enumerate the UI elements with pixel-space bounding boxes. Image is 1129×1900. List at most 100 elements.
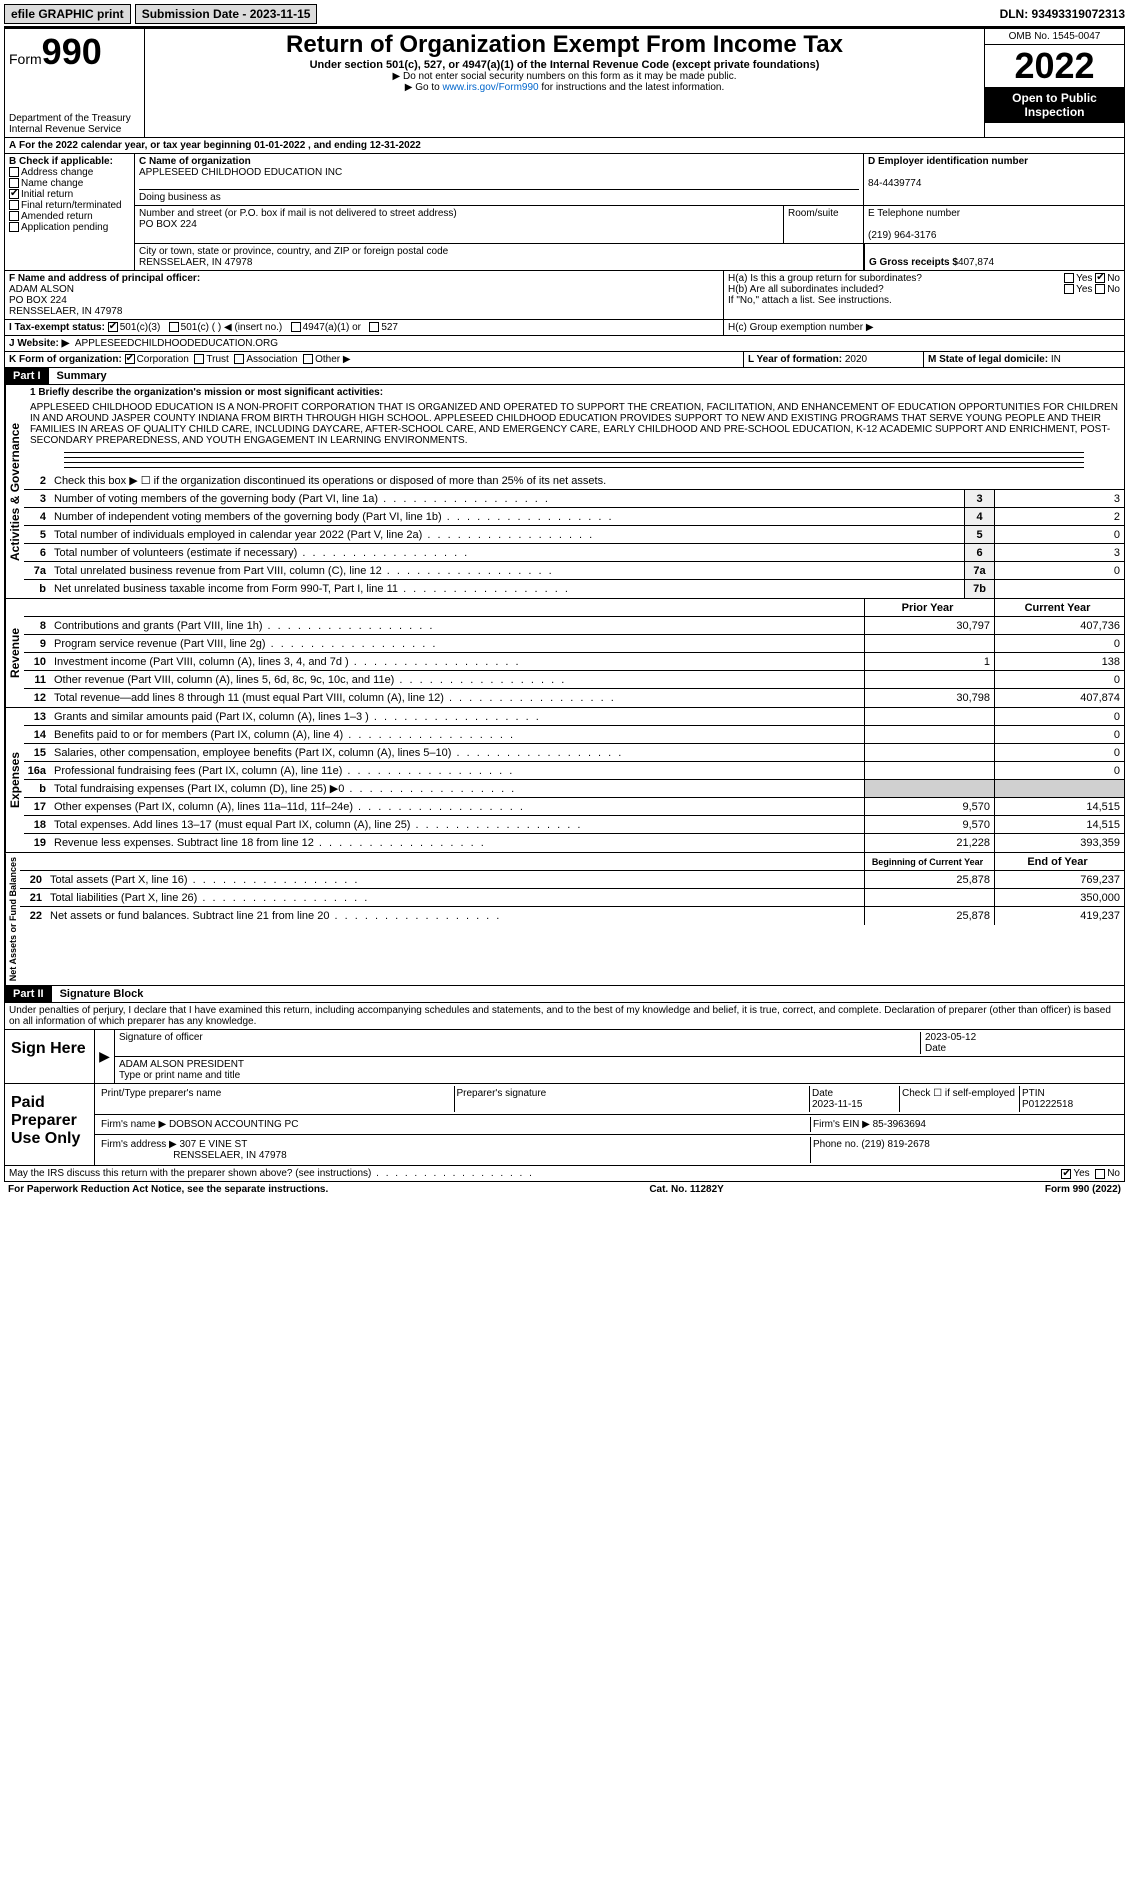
org-name: APPLESEED CHILDHOOD EDUCATION INC bbox=[139, 167, 342, 178]
phone-value: (219) 964-3176 bbox=[868, 230, 936, 241]
line-18-curr: 14,515 bbox=[994, 816, 1124, 833]
line-17-prior: 9,570 bbox=[864, 798, 994, 815]
line-13-curr: 0 bbox=[994, 708, 1124, 725]
line-15-prior bbox=[864, 744, 994, 761]
line-10-prior: 1 bbox=[864, 653, 994, 670]
topbar: efile GRAPHIC print Submission Date - 20… bbox=[4, 4, 1125, 28]
gross-value: 407,874 bbox=[958, 257, 994, 268]
line-4: Number of independent voting members of … bbox=[52, 510, 964, 524]
submission-date-button[interactable]: Submission Date - 2023-11-15 bbox=[135, 4, 318, 24]
line-11: Other revenue (Part VIII, column (A), li… bbox=[52, 673, 864, 687]
dln-label: DLN: 93493319072313 bbox=[1000, 7, 1125, 21]
officer-label: F Name and address of principal officer: bbox=[9, 273, 200, 284]
line-11-prior bbox=[864, 671, 994, 688]
arrow-icon: ▶ bbox=[99, 1048, 110, 1065]
line-7a: Total unrelated business revenue from Pa… bbox=[52, 564, 964, 578]
firm-addr: Firm's address ▶ 307 E VINE ST RENSSELAE… bbox=[99, 1137, 810, 1163]
sign-here-label: Sign Here bbox=[5, 1030, 95, 1083]
prep-ptin: PTINP01222518 bbox=[1020, 1086, 1120, 1112]
line-b-val bbox=[994, 580, 1124, 598]
part2-header: Part II bbox=[5, 986, 52, 1002]
preparer-label: Paid Preparer Use Only bbox=[5, 1084, 95, 1165]
tax-year: 2022 bbox=[985, 45, 1124, 87]
footer-mid: Cat. No. 11282Y bbox=[649, 1184, 723, 1195]
phone-label: E Telephone number bbox=[868, 208, 960, 219]
form-title: Return of Organization Exempt From Incom… bbox=[147, 31, 982, 59]
mission-text: APPLESEED CHILDHOOD EDUCATION IS A NON-P… bbox=[24, 400, 1124, 448]
sig-date: 2023-05-12 bbox=[925, 1032, 976, 1043]
dept-label: Department of the Treasury Internal Reve… bbox=[9, 113, 140, 135]
efile-print-button[interactable]: efile GRAPHIC print bbox=[4, 4, 131, 24]
line-18-prior: 9,570 bbox=[864, 816, 994, 833]
website-row: J Website: ▶ APPLESEEDCHILDHOODEDUCATION… bbox=[5, 336, 1124, 351]
public-inspection: Open to Public Inspection bbox=[985, 87, 1124, 123]
prep-sig-col: Preparer's signature bbox=[455, 1086, 811, 1112]
line-8-curr: 407,736 bbox=[994, 617, 1124, 634]
line-16a: Professional fundraising fees (Part IX, … bbox=[52, 764, 864, 778]
sig-officer-label: Signature of officer bbox=[119, 1032, 920, 1054]
line-5: Total number of individuals employed in … bbox=[52, 528, 964, 542]
tax-exempt-status: I Tax-exempt status: 501(c)(3) 501(c) ( … bbox=[5, 320, 724, 335]
irs-link[interactable]: www.irs.gov/Form990 bbox=[442, 82, 538, 93]
line2: Check this box ▶ ☐ if the organization d… bbox=[52, 473, 1124, 488]
footer-right: Form 990 (2022) bbox=[1045, 1184, 1121, 1195]
officer-city: RENSSELAER, IN 47978 bbox=[9, 306, 122, 317]
hb-note: If "No," attach a list. See instructions… bbox=[728, 295, 1120, 306]
line-13-prior bbox=[864, 708, 994, 725]
firm-phone: Phone no. (219) 819-2678 bbox=[810, 1137, 1120, 1163]
city-label: City or town, state or province, country… bbox=[139, 246, 448, 257]
line-20-prior: 25,878 bbox=[864, 871, 994, 888]
part1-header: Part I bbox=[5, 368, 49, 384]
line-19-curr: 393,359 bbox=[994, 834, 1124, 852]
officer-name: ADAM ALSON bbox=[9, 284, 74, 295]
prep-name-col: Print/Type preparer's name bbox=[99, 1086, 455, 1112]
curr-year-hdr: Current Year bbox=[994, 599, 1124, 616]
line-14: Benefits paid to or for members (Part IX… bbox=[52, 728, 864, 742]
line-21-prior bbox=[864, 889, 994, 906]
footer-left: For Paperwork Reduction Act Notice, see … bbox=[8, 1184, 328, 1195]
line-4-val: 2 bbox=[994, 508, 1124, 525]
line-12-prior: 30,798 bbox=[864, 689, 994, 707]
ein-value: 84-4439774 bbox=[868, 178, 921, 189]
firm-ein: Firm's EIN ▶ 85-3963694 bbox=[810, 1117, 1120, 1132]
addr-label: Number and street (or P.O. box if mail i… bbox=[139, 208, 457, 219]
line-16a-prior bbox=[864, 762, 994, 779]
line-b-curr bbox=[994, 780, 1124, 797]
hc-label: H(c) Group exemption number ▶ bbox=[724, 320, 1124, 335]
line-9-prior bbox=[864, 635, 994, 652]
prior-year-hdr: Prior Year bbox=[864, 599, 994, 616]
line-15-curr: 0 bbox=[994, 744, 1124, 761]
line-14-curr: 0 bbox=[994, 726, 1124, 743]
exp-label: Expenses bbox=[5, 708, 24, 852]
line-9: Program service revenue (Part VIII, line… bbox=[52, 637, 864, 651]
dba-label: Doing business as bbox=[139, 192, 221, 203]
org-name-label: C Name of organization bbox=[139, 156, 251, 167]
line-11-curr: 0 bbox=[994, 671, 1124, 688]
prep-self-emp: Check ☐ if self-employed bbox=[900, 1086, 1020, 1112]
beg-year-hdr: Beginning of Current Year bbox=[864, 853, 994, 870]
form-header: Form990 Department of the Treasury Inter… bbox=[4, 28, 1125, 138]
line-21: Total liabilities (Part X, line 26) bbox=[48, 891, 864, 905]
line-15: Salaries, other compensation, employee b… bbox=[52, 746, 864, 760]
part2-title: Signature Block bbox=[52, 986, 152, 1002]
line-22-prior: 25,878 bbox=[864, 907, 994, 925]
line-9-curr: 0 bbox=[994, 635, 1124, 652]
line-16a-curr: 0 bbox=[994, 762, 1124, 779]
end-year-hdr: End of Year bbox=[994, 853, 1124, 870]
line-5-val: 0 bbox=[994, 526, 1124, 543]
part1-title: Summary bbox=[49, 368, 115, 384]
officer-addr: PO BOX 224 bbox=[9, 295, 67, 306]
line-14-prior bbox=[864, 726, 994, 743]
line-b: Net unrelated business taxable income fr… bbox=[52, 582, 964, 596]
city-value: RENSSELAER, IN 47978 bbox=[139, 257, 252, 268]
hb-label: H(b) Are all subordinates included? Yes … bbox=[728, 284, 1120, 295]
room-label: Room/suite bbox=[784, 206, 864, 243]
line-22: Net assets or fund balances. Subtract li… bbox=[48, 909, 864, 923]
line-3-val: 3 bbox=[994, 490, 1124, 507]
line-18: Total expenses. Add lines 13–17 (must eq… bbox=[52, 818, 864, 832]
prep-date: Date2023-11-15 bbox=[810, 1086, 900, 1112]
net-label: Net Assets or Fund Balances bbox=[5, 853, 20, 985]
gov-label: Activities & Governance bbox=[5, 385, 24, 598]
ssn-note: ▶ Do not enter social security numbers o… bbox=[147, 71, 982, 82]
form-subtitle: Under section 501(c), 527, or 4947(a)(1)… bbox=[147, 59, 982, 71]
